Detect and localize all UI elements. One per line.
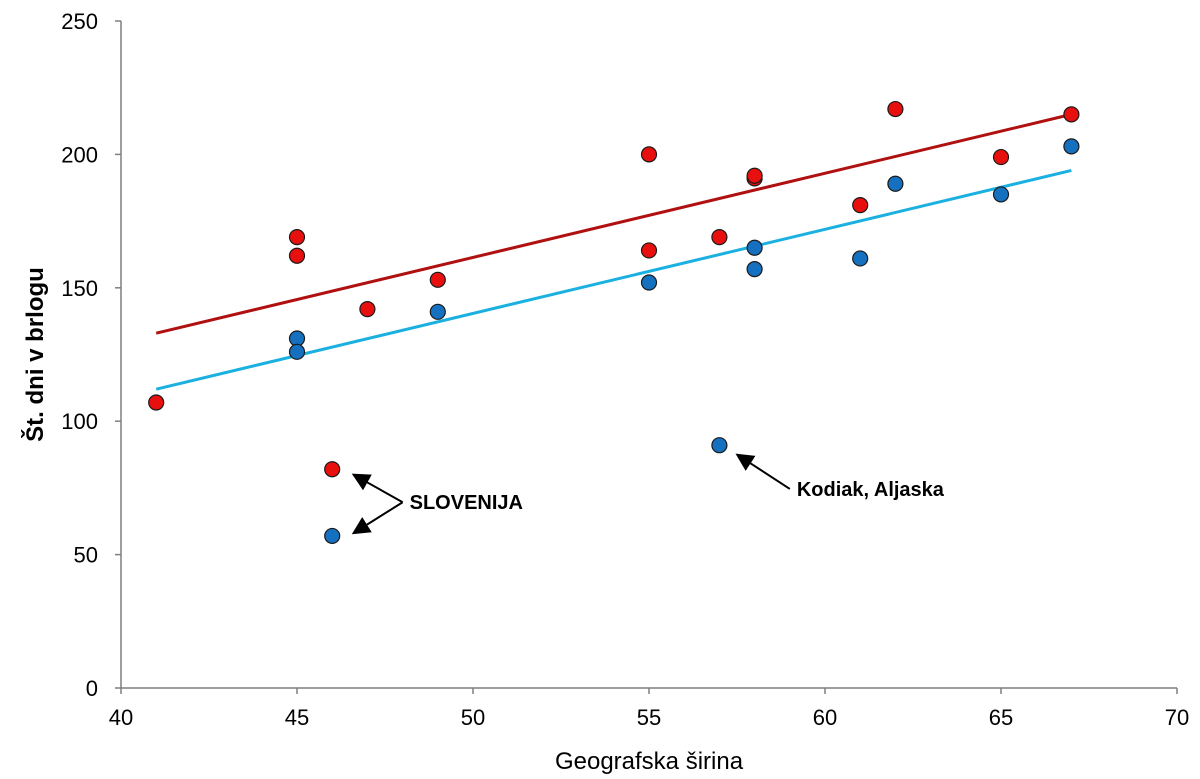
data-point-series-2 (640, 274, 658, 291)
trendline-series-2 (155, 168, 1072, 391)
annotations: SLOVENIJA Kodiak, Aljaska (351, 453, 945, 535)
annotation-arrow (735, 453, 791, 490)
x-tick-label: 50 (461, 705, 485, 730)
data-point-series-2 (852, 250, 869, 267)
data-point-series-2 (746, 261, 763, 278)
y-tick-label: 150 (61, 276, 98, 301)
data-point-series-1 (288, 247, 306, 264)
data-point-series-2 (324, 527, 341, 545)
y-tick-label: 100 (61, 409, 98, 434)
data-point-series-1 (746, 167, 763, 184)
data-point-series-1 (1063, 106, 1080, 123)
annotation-arrow (351, 473, 404, 504)
trendlines (155, 112, 1072, 391)
data-point-series-1 (887, 100, 904, 118)
annotation-label: Kodiak, Aljaska (797, 479, 945, 501)
y-tick-label: 50 (74, 543, 98, 568)
y-axis-title: Št. dni v brlogu (21, 267, 49, 442)
y-tick-label: 200 (61, 142, 98, 167)
annotation-label: SLOVENIJA (410, 492, 523, 514)
annotation-arrow (351, 501, 404, 535)
x-tick-label: 55 (637, 705, 661, 730)
data-point-series-2 (992, 186, 1010, 203)
axes (120, 21, 1177, 689)
y-tick-label: 250 (61, 9, 98, 34)
data-point-series-1 (359, 301, 376, 318)
data-point-series-1 (640, 146, 658, 163)
data-point-series-1 (429, 271, 446, 288)
trendline-series-1 (155, 112, 1072, 335)
data-point-series-1 (640, 242, 658, 259)
data-point-series-1 (148, 394, 165, 411)
data-point-series-2 (1063, 138, 1080, 155)
data-point-series-2 (887, 175, 904, 192)
x-tick-label: 65 (989, 705, 1013, 730)
data-point-series-1 (992, 148, 1010, 166)
data-points (148, 100, 1080, 545)
data-point-series-2 (288, 343, 306, 360)
x-tick-label: 70 (1165, 705, 1189, 730)
x-tick-label: 60 (813, 705, 837, 730)
x-axis-title: Geografska širina (555, 748, 744, 775)
x-tick-label: 40 (109, 705, 133, 730)
x-ticks: 40 45 50 55 60 65 70 (109, 688, 1189, 730)
x-tick-label: 45 (285, 705, 309, 730)
y-tick-label: 0 (86, 676, 98, 701)
y-ticks: 0 50 100 150 200 250 (61, 9, 121, 701)
data-point-series-2 (711, 437, 728, 454)
data-point-series-2 (746, 239, 763, 256)
data-point-series-1 (288, 229, 306, 246)
data-point-series-1 (852, 196, 869, 214)
data-point-series-1 (711, 229, 728, 246)
data-point-series-2 (429, 303, 446, 320)
data-point-series-1 (324, 461, 341, 478)
